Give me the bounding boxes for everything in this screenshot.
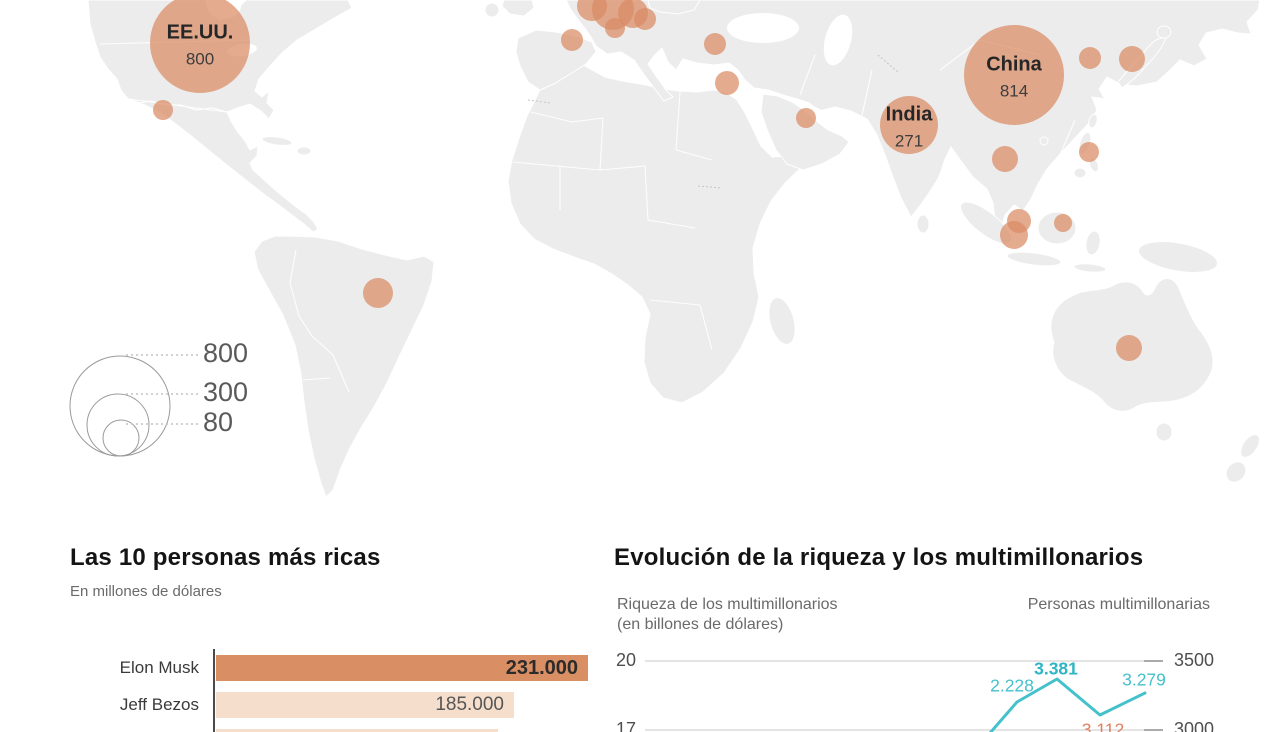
country-bubble-labels: EE.UU. 800 China 814 India 271	[167, 21, 1043, 150]
line-point-value-label: 2.228	[990, 676, 1034, 696]
country-bubble	[1116, 335, 1142, 361]
landmass-tasmania	[1155, 422, 1173, 442]
country-bubble	[1054, 214, 1072, 232]
landmass-africa	[507, 57, 814, 404]
right-axis-tick-label: 3500	[1174, 650, 1214, 670]
bar-value-label: 231.000	[505, 656, 578, 679]
left-axis-label-line1: Riqueza de los multimillonarios	[617, 596, 838, 613]
bar-row-partial	[0, 729, 620, 732]
bar-chart: Elon Musk 231.000 Jeff Bezos 185.000	[0, 655, 620, 732]
black-sea	[727, 13, 799, 43]
caspian-sea	[823, 14, 853, 66]
bubble-country-name: India	[886, 103, 934, 125]
landmass-lesser-sunda	[1073, 263, 1107, 273]
landmass-cuba	[261, 136, 293, 146]
country-bubbles	[150, 0, 1145, 361]
country-bubble	[992, 146, 1018, 172]
bar-value-label: 185.000	[435, 694, 504, 715]
legend-circle	[102, 419, 140, 457]
landmass-hokkaido	[1156, 25, 1172, 39]
country-bubble-labeled	[880, 96, 938, 154]
line-point-value-label: 3.112	[1082, 720, 1125, 732]
right-axis-label: Personas multimillonarias	[1027, 596, 1210, 613]
landmass-arabia	[760, 93, 850, 171]
bar-chart-title: Las 10 personas más ricas	[70, 544, 381, 571]
legend-value-label: 800	[203, 338, 248, 368]
line-chart-title: Evolución de la riqueza y los multimillo…	[614, 544, 1144, 571]
country-bubble-labeled	[150, 0, 250, 93]
landmass-hispaniola	[296, 146, 312, 156]
country-bubble	[796, 108, 816, 128]
bar-category-label: Elon Musk	[119, 658, 199, 677]
country-bubble	[715, 71, 739, 95]
bubble-country-value: 814	[1000, 81, 1028, 100]
disputed-borders	[527, 54, 899, 189]
landmass-nz-south	[1225, 461, 1247, 483]
country-bubble	[704, 33, 726, 55]
landmass-central-america	[127, 98, 319, 233]
bar-row: Elon Musk 231.000	[0, 655, 620, 681]
country-bubble	[153, 100, 173, 120]
country-bubble	[1119, 46, 1145, 72]
legend-value-label: 80	[203, 407, 233, 437]
bubble-country-name: EE.UU.	[167, 21, 234, 43]
country-bubble	[1079, 142, 1099, 162]
landmass-ireland	[484, 2, 500, 18]
country-bubble	[634, 8, 656, 30]
landmass-taiwan	[1088, 113, 1098, 129]
country-bubble	[605, 18, 625, 38]
landmass-new-guinea	[1138, 241, 1218, 273]
bar: 231.000	[216, 655, 588, 681]
bubble-country-value: 271	[895, 131, 923, 150]
legend-value-label: 300	[203, 377, 248, 407]
line-point-value-label: 3.279	[1122, 670, 1166, 690]
bar-chart-subtitle: En millones de dólares	[70, 583, 222, 600]
left-axis-label-line2: (en billones de dólares)	[617, 616, 784, 633]
bar-row: Jeff Bezos 185.000	[0, 692, 620, 718]
bar	[216, 729, 498, 732]
landmass-java	[1006, 251, 1062, 267]
landmass-uk	[501, 0, 535, 17]
bar-chart-axis	[213, 649, 215, 732]
line-point-value-label: 3.381	[1034, 659, 1078, 679]
left-axis-tick-label: 17	[616, 719, 636, 732]
country-bubble	[561, 29, 583, 51]
country-bubble	[363, 278, 393, 308]
left-axis-tick-label: 20	[616, 650, 636, 670]
landmass-philippines-3	[1073, 167, 1087, 179]
landmass-nz-north	[1240, 434, 1260, 458]
landmass-hainan	[1039, 136, 1049, 146]
bubble-country-value: 800	[186, 49, 214, 68]
landmass-madagascar	[768, 297, 796, 345]
bar-category-label: Jeff Bezos	[119, 695, 199, 714]
landmass-scandinavia	[647, 0, 701, 15]
country-bubble	[1000, 221, 1028, 249]
persian-gulf	[807, 105, 829, 123]
billionaires-count-line	[988, 677, 1147, 732]
bar: 185.000	[216, 692, 514, 718]
country-bubble	[1079, 47, 1101, 69]
right-axis-tick-label: 3000	[1174, 719, 1214, 732]
bubble-country-name: China	[986, 53, 1042, 75]
landmass-sulawesi	[1085, 230, 1101, 256]
country-bubble-labeled	[964, 25, 1064, 125]
left-axis-label: Riqueza de los multimillonarios (en bill…	[617, 595, 838, 635]
landmass-sri-lanka	[916, 214, 930, 234]
